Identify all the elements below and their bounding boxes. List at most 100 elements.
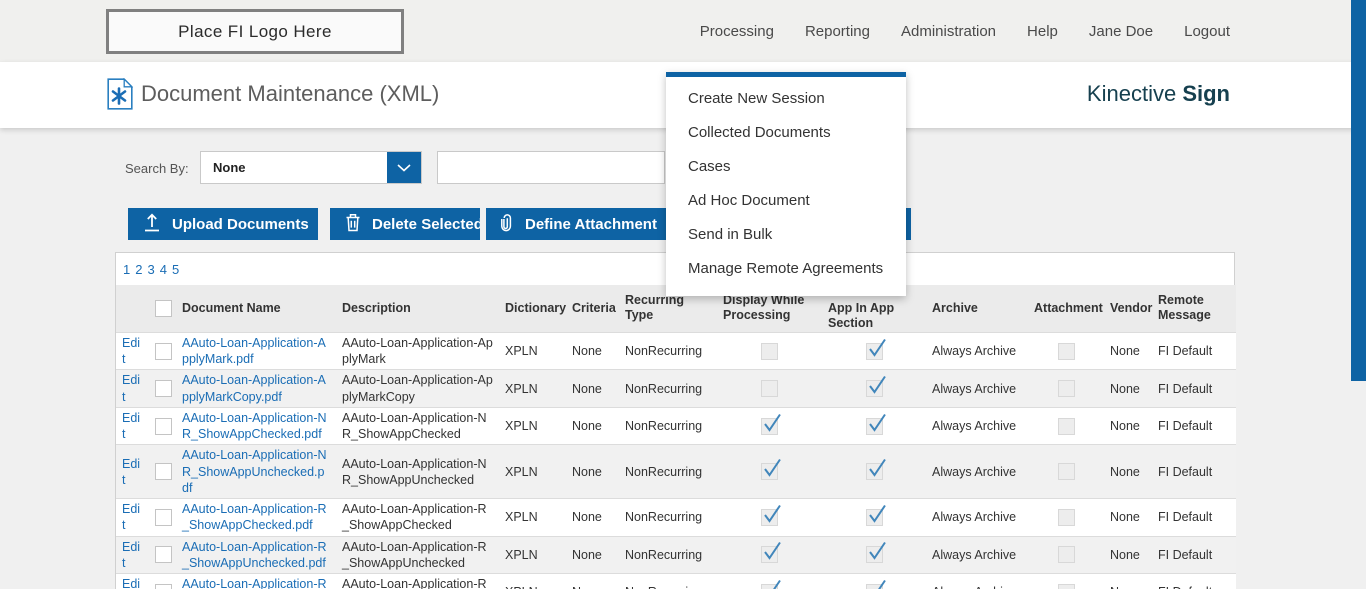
table-body: Edit AAuto-Loan-Application-ApplyMark.pdf…	[116, 332, 1236, 589]
nav-item-administration[interactable]: Administration	[900, 22, 997, 40]
attachment-checkbox-unchecked[interactable]	[1057, 342, 1075, 360]
page-link-2[interactable]: 2	[135, 262, 143, 277]
th-description: Description	[342, 300, 411, 315]
edit-cell: Edit	[116, 332, 149, 370]
row-checkbox[interactable]	[155, 546, 172, 564]
select-all-checkbox[interactable]	[155, 299, 172, 317]
upload-documents-label: Upload Documents	[172, 215, 309, 233]
document-name-cell: AAuto-Loan-Application-NR_ShowAppUncheck…	[176, 445, 336, 499]
table-row: Edit AAuto-Loan-Application-ApplyMark.pdf…	[116, 332, 1236, 370]
show-other-app-checkbox-checked[interactable]	[865, 376, 886, 398]
description-cell: AAuto-Loan-Application-R_ShowAppUnchecke…	[342, 539, 487, 570]
nav-item-help[interactable]: Help	[1027, 22, 1058, 40]
page-link-5[interactable]: 5	[171, 262, 180, 277]
archive-cell: Always Archive	[926, 574, 1028, 589]
edit-link[interactable]: Edit	[122, 577, 141, 589]
brand-logo: Kinective Sign	[1087, 81, 1230, 107]
edit-link[interactable]: Edit	[122, 410, 141, 442]
document-name-link[interactable]: AAuto-Loan-Application-RS-AFD731-test.pd…	[182, 577, 327, 589]
archive-cell: Always Archive	[932, 419, 1017, 433]
table-row: Edit AAuto-Loan-Application-ApplyMarkCopy…	[116, 369, 1236, 408]
criteria-cell: None	[572, 344, 602, 358]
nav-item-user[interactable]: Jane Doe	[1088, 22, 1154, 40]
criteria-cell: None	[572, 464, 602, 479]
display-while-processing-checkbox-checked[interactable]	[761, 413, 781, 435]
archive-cell: Always Archive	[932, 547, 1017, 562]
edit-cell: Edit	[116, 445, 149, 499]
document-name-link[interactable]: AAuto-Loan-Application-NR_ShowAppChecked…	[182, 410, 327, 442]
row-checkbox[interactable]	[155, 417, 172, 435]
menu-item-send-in-bulk[interactable]: Send in Bulk	[688, 226, 773, 243]
edit-link[interactable]: Edit	[122, 373, 141, 404]
nav-item-logout[interactable]: Logout	[1184, 22, 1230, 40]
document-name-cell: AAuto-Loan-Application-RS-AFD731-test.pd…	[176, 574, 336, 589]
document-name-link[interactable]: AAuto-Loan-Application-R_ShowAppChecked.…	[182, 502, 327, 533]
attachment-cell	[1028, 407, 1104, 445]
vendor-cell: None	[1110, 547, 1140, 562]
menu-item-manage-remote-agreements[interactable]: Manage Remote Agreements	[688, 260, 884, 277]
remote-message-cell: FI Default	[1158, 419, 1213, 433]
document-name-link[interactable]: AAuto-Loan-Application-ApplyMark.pdf	[182, 335, 326, 367]
criteria-cell: None	[572, 419, 602, 433]
page-link-1[interactable]: 1	[123, 262, 131, 277]
row-checkbox[interactable]	[155, 508, 172, 526]
nav-item-processing[interactable]: Processing	[699, 22, 774, 40]
menu-item-collected-documents[interactable]: Collected Documents	[688, 124, 831, 141]
display-while-processing-checkbox-unchecked[interactable]	[761, 342, 778, 360]
document-name-link[interactable]: AAuto-Loan-Application-R_ShowAppUnchecke…	[182, 539, 327, 570]
recurring-type-cell: NonRecurring	[625, 464, 703, 479]
th-vendor: Vendor	[1110, 300, 1153, 315]
search-by-select[interactable]: None	[200, 151, 422, 184]
attachment-checkbox-unchecked[interactable]	[1057, 417, 1075, 435]
show-other-app-checkbox-checked[interactable]	[865, 338, 886, 360]
edit-link[interactable]: Edit	[122, 539, 141, 570]
show-other-app-checkbox-checked[interactable]	[865, 504, 886, 526]
edit-link[interactable]: Edit	[122, 456, 141, 487]
page-link-3[interactable]: 3	[147, 262, 155, 277]
nav-item-reporting[interactable]: Reporting	[804, 22, 870, 40]
menu-item-ad-hoc-document[interactable]: Ad Hoc Document	[688, 192, 810, 209]
row-checkbox[interactable]	[155, 380, 172, 398]
document-name-cell: AAuto-Loan-Application-R_ShowAppUnchecke…	[176, 536, 336, 574]
vendor-cell: None	[1110, 381, 1140, 396]
upload-documents-button[interactable]: Upload Documents	[128, 208, 318, 240]
delete-selected-button[interactable]: Delete Selected	[330, 208, 480, 240]
attachment-checkbox-unchecked[interactable]	[1057, 380, 1075, 398]
remote-message-cell: FI Default	[1158, 464, 1213, 479]
th-remote-message: Remote Message	[1158, 292, 1211, 323]
attachment-checkbox-unchecked[interactable]	[1057, 508, 1075, 526]
row-checkbox[interactable]	[155, 583, 172, 589]
search-input[interactable]	[437, 151, 665, 184]
display-while-processing-checkbox-checked[interactable]	[761, 459, 781, 481]
show-other-app-checkbox-checked[interactable]	[865, 542, 886, 564]
show-other-app-checkbox-checked[interactable]	[865, 579, 886, 589]
document-name-cell: AAuto-Loan-Application-R_ShowAppChecked.…	[176, 499, 336, 537]
menu-item-cases[interactable]: Cases	[688, 158, 731, 175]
display-while-processing-checkbox-checked[interactable]	[761, 542, 781, 564]
attachment-checkbox-unchecked[interactable]	[1057, 463, 1075, 481]
edit-link[interactable]: Edit	[122, 502, 141, 533]
menu-item-create-new-session[interactable]: Create New Session	[688, 90, 825, 107]
document-name-link[interactable]: AAuto-Loan-Application-NR_ShowAppUncheck…	[182, 448, 327, 495]
trash-icon	[345, 213, 361, 236]
display-while-processing-checkbox-checked[interactable]	[761, 504, 781, 526]
vendor-cell: None	[1110, 464, 1140, 479]
select-caret-button[interactable]	[387, 152, 421, 183]
attachment-cell	[1028, 536, 1104, 574]
show-other-app-checkbox-checked[interactable]	[865, 459, 886, 481]
edit-link[interactable]: Edit	[122, 335, 141, 367]
row-checkbox[interactable]	[155, 463, 172, 481]
display-while-processing-checkbox-unchecked[interactable]	[761, 380, 778, 398]
row-checkbox[interactable]	[155, 342, 172, 360]
th-document-name: Document Name	[182, 300, 281, 315]
show-other-app-checkbox-checked[interactable]	[865, 413, 886, 435]
scrollbar-thumb[interactable]	[1351, 0, 1366, 381]
attachment-checkbox-unchecked[interactable]	[1057, 583, 1075, 589]
page-link-4[interactable]: 4	[159, 262, 167, 277]
display-while-processing-checkbox-checked[interactable]	[761, 579, 781, 589]
recurring-type-cell: NonRecurring	[625, 510, 703, 525]
attachment-checkbox-unchecked[interactable]	[1057, 546, 1075, 564]
document-name-link[interactable]: AAuto-Loan-Application-ApplyMarkCopy.pdf	[182, 373, 326, 404]
search-by-selected-value: None	[213, 160, 246, 175]
th-select-all	[149, 285, 176, 332]
